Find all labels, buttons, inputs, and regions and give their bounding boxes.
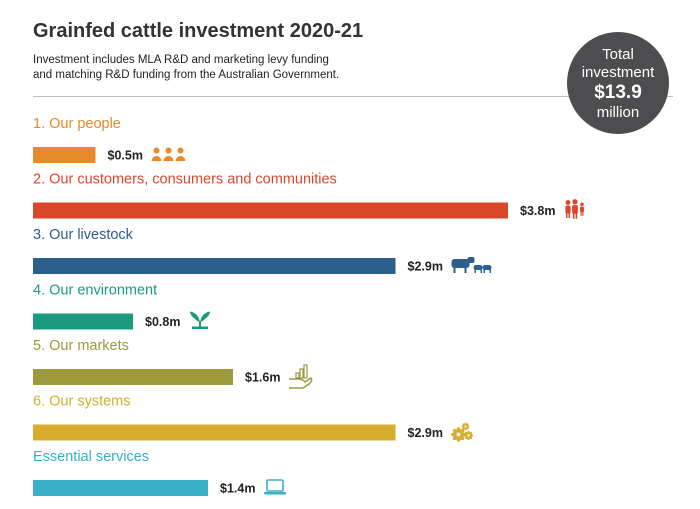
growth-hand-icon — [289, 364, 313, 389]
gears-icon — [451, 422, 474, 442]
total-investment-badge: Total investment $13.9 million — [567, 32, 669, 134]
bar — [33, 480, 208, 496]
category-label: 1. Our people — [33, 116, 121, 132]
bar — [33, 313, 133, 330]
category-label: 5. Our markets — [33, 338, 129, 354]
livestock-icon — [451, 257, 492, 273]
bar — [33, 258, 396, 274]
category-label: 4. Our environment — [33, 283, 157, 299]
category-label: 2. Our customers, consumers and communit… — [33, 172, 337, 188]
value-label: $1.6m — [245, 371, 280, 385]
bar — [33, 369, 233, 385]
value-label: $3.8m — [520, 204, 555, 218]
total-label-line1: Total — [602, 46, 634, 63]
divider — [33, 96, 673, 97]
total-label-line2: investment — [581, 64, 655, 81]
value-label: $2.9m — [408, 426, 443, 440]
chart-title: Grainfed cattle investment 2020-21 — [33, 20, 364, 42]
seedling-icon — [190, 311, 210, 329]
bar — [33, 424, 396, 441]
family-icon — [565, 199, 584, 219]
total-amount: $13.9 — [594, 82, 642, 103]
laptop-icon — [264, 479, 286, 495]
total-label-line4: million — [596, 104, 640, 121]
bar — [33, 147, 96, 163]
value-label: $0.5m — [108, 149, 143, 163]
people-icon — [151, 147, 186, 161]
category-label: Essential services — [33, 449, 149, 465]
value-label: $2.9m — [408, 260, 443, 274]
chart-subtitle: Investment includes MLA R&D and marketin… — [33, 54, 340, 81]
category-label: 3. Our livestock — [33, 227, 134, 243]
category-label: 6. Our systems — [33, 394, 131, 410]
value-label: $1.4m — [220, 482, 255, 496]
bar — [33, 202, 508, 219]
value-label: $0.8m — [145, 315, 180, 329]
